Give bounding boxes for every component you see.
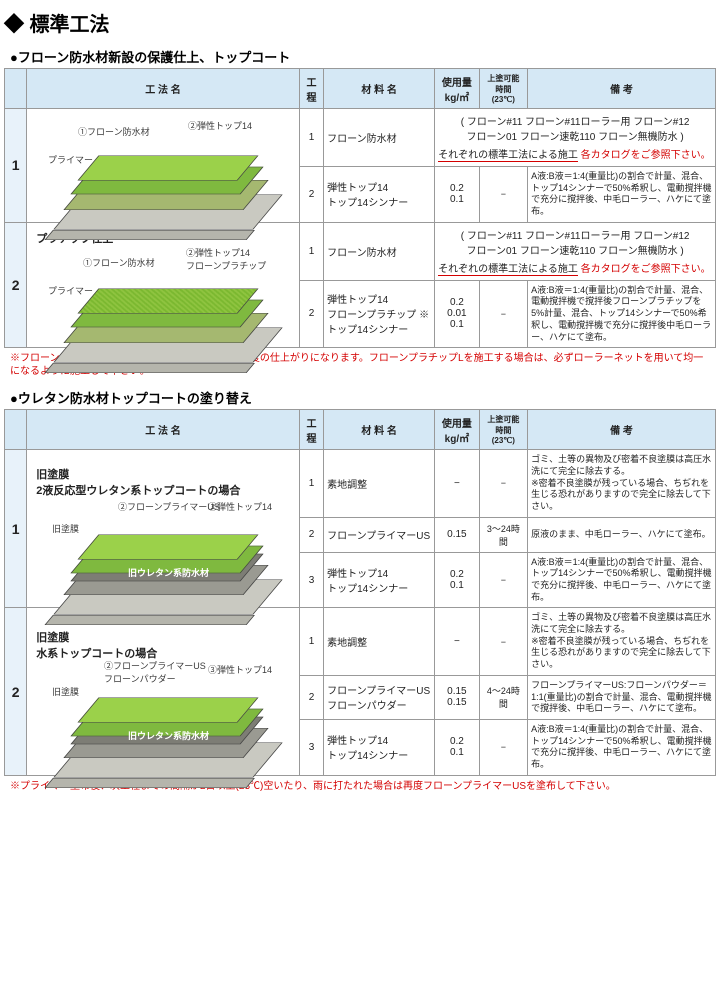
th-mat: 材 料 名 xyxy=(324,410,435,450)
section1-heading: ●フローン防水材新設の保護仕上、トップコート xyxy=(10,47,716,66)
s2-row2-idx: 2 xyxy=(5,608,27,775)
lbl: 旧ウレタン系防水材 xyxy=(128,729,209,742)
note: フローンプライマーUS:フローンパウダー＝1:1(重量比)の割合で計量、混合、電… xyxy=(528,675,716,719)
time: − xyxy=(479,280,527,347)
step: 3 xyxy=(299,719,323,775)
mat: フローンプライマーUS フローンパウダー xyxy=(324,675,435,719)
paren-text: フローン#11 フローン#11ローラー用 フローン#12 フローン01 フローン… xyxy=(466,231,689,257)
mat: 素地調整 xyxy=(324,450,435,517)
time: − xyxy=(479,608,527,675)
lbl: ③弾性トップ14 xyxy=(208,663,272,676)
step: 1 xyxy=(299,608,323,675)
mat: 弾性トップ14 トップ14シンナー xyxy=(324,719,435,775)
note: ( フローン#11 フローン#11ローラー用 フローン#12 フローン01 フロ… xyxy=(435,109,716,167)
th-method: 工 法 名 xyxy=(27,69,300,109)
row1-method: ①フローン防水材 ②弾性トップ14 プライマー xyxy=(27,109,300,223)
table1: 工 法 名 工程 材 料 名 使用量 kg/㎡ 上塗可能 時間 (23℃) 備 … xyxy=(4,68,716,348)
step: 3 xyxy=(299,552,323,608)
usage: 0.2 0.1 xyxy=(435,552,479,608)
red-text: 各カタログをご参照下さい。 xyxy=(581,264,711,275)
mat: フローンプライマーUS xyxy=(324,517,435,552)
mat: 素地調整 xyxy=(324,608,435,675)
lbl: ②フローンプライマーUS xyxy=(118,500,220,513)
note: ゴミ、土等の異物及び密着不良塗膜は高圧水洗にて完全に除去する。 ※密着不良塗膜が… xyxy=(528,608,716,675)
sub-title: 旧塗膜 2液反応型ウレタン系トップコートの場合 xyxy=(36,466,296,498)
th-usage: 使用量 kg/㎡ xyxy=(435,410,479,450)
paren-text: フローン#11 フローン#11ローラー用 フローン#12 フローン01 フローン… xyxy=(466,117,689,143)
th-usage: 使用量 kg/㎡ xyxy=(435,69,479,109)
note: A液:B液＝1:4(重量比)の割合で計量、混合、トップ14シンナーで50%希釈し… xyxy=(528,552,716,608)
lbl: プライマー xyxy=(48,153,93,166)
lbl: プライマー xyxy=(48,284,93,297)
s2-row1-idx: 1 xyxy=(5,450,27,608)
th-step: 工程 xyxy=(299,69,323,109)
step: 2 xyxy=(299,517,323,552)
usage: 0.2 0.1 xyxy=(435,167,479,223)
mat: 弾性トップ14 フローンプラチップ ※ トップ14シンナー xyxy=(324,280,435,347)
note: 原液のまま、中毛ローラー、ハケにて塗布。 xyxy=(528,517,716,552)
step: 1 xyxy=(299,222,323,280)
usage: 0.15 xyxy=(435,517,479,552)
lbl: ①フローン防水材 xyxy=(78,125,150,138)
th-step: 工程 xyxy=(299,410,323,450)
time: − xyxy=(479,167,527,223)
time: 4〜24時間 xyxy=(479,675,527,719)
note: A液:B液＝1:4(重量比)の割合で計量、混合、トップ14シンナーで50%希釈し… xyxy=(528,167,716,223)
usage: 0.2 0.1 xyxy=(435,719,479,775)
th-mat: 材 料 名 xyxy=(324,69,435,109)
s2-row1-method: 旧塗膜 2液反応型ウレタン系トップコートの場合 旧塗膜 ②フローンプライマーUS… xyxy=(27,450,300,608)
sub-title: 旧塗膜 水系トップコートの場合 xyxy=(36,629,296,661)
time: 3〜24時間 xyxy=(479,517,527,552)
lbl: 旧塗膜 xyxy=(52,522,79,535)
th-note: 備 考 xyxy=(528,410,716,450)
time: − xyxy=(479,450,527,517)
step: 1 xyxy=(299,109,323,167)
table2: 工 法 名 工程 材 料 名 使用量 kg/㎡ 上塗可能 時間 (23℃) 備 … xyxy=(4,409,716,775)
usage: 0.2 0.01 0.1 xyxy=(435,280,479,347)
usage: − xyxy=(435,450,479,517)
lbl: 旧塗膜 xyxy=(52,685,79,698)
step: 1 xyxy=(299,450,323,517)
s2-row2-method: 旧塗膜 水系トップコートの場合 旧塗膜 ②フローンプライマーUS フローンパウダ… xyxy=(27,608,300,775)
th-note: 備 考 xyxy=(528,69,716,109)
th-method: 工 法 名 xyxy=(27,410,300,450)
note: A液:B液＝1:4(重量比)の割合で計量、混合、電動撹拌機で撹拌後フローンプラチ… xyxy=(528,280,716,347)
mat: 弾性トップ14 トップ14シンナー xyxy=(324,552,435,608)
th-idx xyxy=(5,69,27,109)
note: A液:B液＝1:4(重量比)の割合で計量、混合、トップ14シンナーで50%希釈し… xyxy=(528,719,716,775)
th-idx xyxy=(5,410,27,450)
row2-method: プラチップ仕上 ①フローン防水材 ②弾性トップ14 フローンプラチップ プライマ… xyxy=(27,222,300,347)
mat: 弾性トップ14 トップ14シンナー xyxy=(324,167,435,223)
row1-idx: 1 xyxy=(5,109,27,223)
step: 2 xyxy=(299,675,323,719)
usage: 0.15 0.15 xyxy=(435,675,479,719)
step: 2 xyxy=(299,167,323,223)
mat: フローン防水材 xyxy=(324,222,435,280)
time: − xyxy=(479,719,527,775)
usage: − xyxy=(435,608,479,675)
mat: フローン防水材 xyxy=(324,109,435,167)
lbl: ①フローン防水材 xyxy=(83,256,155,269)
time: − xyxy=(479,552,527,608)
lbl: ②フローンプライマーUS フローンパウダー xyxy=(104,659,206,685)
lbl: ②弾性トップ14 xyxy=(188,119,252,132)
lbl: 旧ウレタン系防水材 xyxy=(128,566,209,579)
step: 2 xyxy=(299,280,323,347)
note: ゴミ、土等の異物及び密着不良塗膜は高圧水洗にて完全に除去する。 ※密着不良塗膜が… xyxy=(528,450,716,517)
th-time: 上塗可能 時間 (23℃) xyxy=(479,410,527,450)
lbl: ②弾性トップ14 フローンプラチップ xyxy=(186,246,266,272)
row2-idx: 2 xyxy=(5,222,27,347)
note: ( フローン#11 フローン#11ローラー用 フローン#12 フローン01 フロ… xyxy=(435,222,716,280)
lbl: ③弾性トップ14 xyxy=(208,500,272,513)
section2-heading: ●ウレタン防水材トップコートの塗り替え xyxy=(10,388,716,407)
red-under: それぞれの標準工法による施工 xyxy=(438,260,578,276)
red-under: それぞれの標準工法による施工 xyxy=(438,146,578,162)
th-time: 上塗可能 時間 (23℃) xyxy=(479,69,527,109)
red-text: 各カタログをご参照下さい。 xyxy=(581,150,711,161)
main-title: ◆ 標準工法 xyxy=(4,8,716,37)
